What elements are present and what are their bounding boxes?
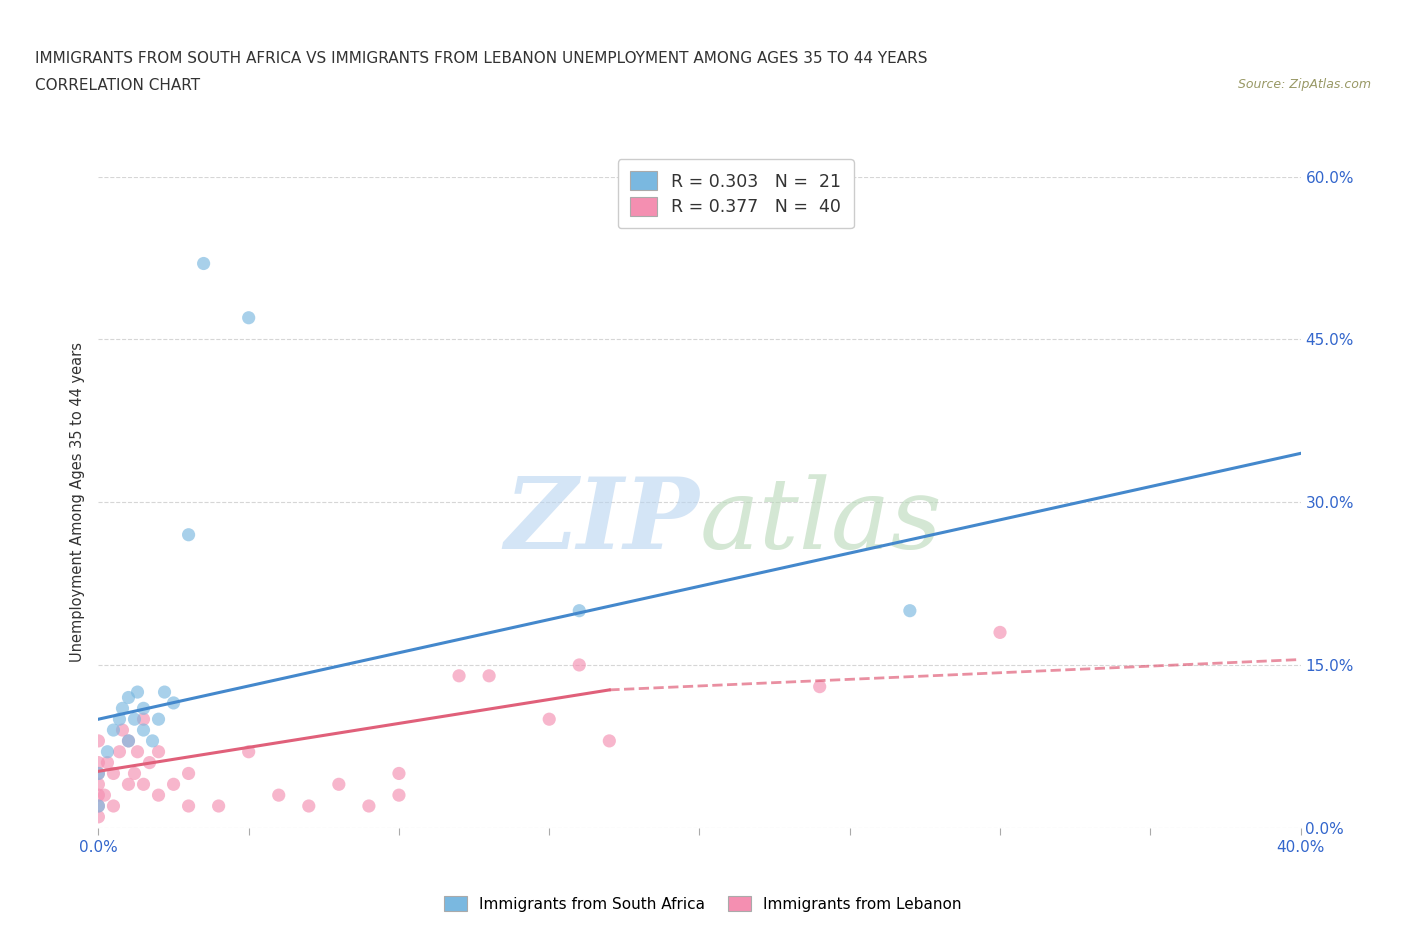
Text: IMMIGRANTS FROM SOUTH AFRICA VS IMMIGRANTS FROM LEBANON UNEMPLOYMENT AMONG AGES : IMMIGRANTS FROM SOUTH AFRICA VS IMMIGRAN…: [35, 51, 928, 66]
Point: [177, 527, 200, 542]
Point: [238, 311, 260, 325]
Point: [238, 744, 260, 759]
Point: [117, 734, 139, 749]
Point: [478, 669, 501, 684]
Point: [111, 701, 134, 716]
Point: [538, 711, 561, 726]
Point: [138, 755, 160, 770]
Point: [193, 256, 215, 271]
Point: [87, 777, 110, 791]
Point: [141, 734, 163, 749]
Point: [568, 658, 591, 672]
Point: [87, 809, 110, 824]
Point: [177, 766, 200, 781]
Point: [328, 777, 350, 791]
Point: [103, 723, 125, 737]
Point: [87, 766, 110, 781]
Point: [124, 711, 146, 726]
Point: [148, 711, 170, 726]
Point: [568, 604, 591, 618]
Point: [357, 799, 380, 814]
Point: [87, 755, 110, 770]
Point: [132, 777, 155, 791]
Point: [103, 799, 125, 814]
Point: [267, 788, 290, 803]
Point: [132, 723, 155, 737]
Point: [103, 766, 125, 781]
Point: [108, 711, 131, 726]
Y-axis label: Unemployment Among Ages 35 to 44 years: Unemployment Among Ages 35 to 44 years: [70, 342, 86, 662]
Point: [598, 734, 620, 749]
Text: atlas: atlas: [700, 474, 942, 569]
Point: [898, 604, 921, 618]
Point: [162, 777, 184, 791]
Point: [108, 744, 131, 759]
Point: [208, 799, 231, 814]
Point: [127, 684, 149, 699]
Text: Source: ZipAtlas.com: Source: ZipAtlas.com: [1237, 78, 1371, 91]
Point: [148, 788, 170, 803]
Point: [93, 788, 115, 803]
Point: [177, 799, 200, 814]
Point: [298, 799, 321, 814]
Point: [117, 777, 139, 791]
Point: [388, 788, 411, 803]
Point: [87, 788, 110, 803]
Legend: Immigrants from South Africa, Immigrants from Lebanon: Immigrants from South Africa, Immigrants…: [439, 889, 967, 918]
Point: [117, 690, 139, 705]
Point: [162, 696, 184, 711]
Point: [87, 799, 110, 814]
Point: [127, 744, 149, 759]
Point: [87, 766, 110, 781]
Text: ZIP: ZIP: [505, 473, 700, 570]
Point: [96, 755, 118, 770]
Point: [132, 701, 155, 716]
Point: [132, 711, 155, 726]
Point: [124, 766, 146, 781]
Point: [388, 766, 411, 781]
Point: [153, 684, 176, 699]
Point: [148, 744, 170, 759]
Point: [447, 669, 470, 684]
Point: [111, 723, 134, 737]
Point: [988, 625, 1011, 640]
Point: [808, 679, 831, 694]
Point: [87, 799, 110, 814]
Point: [117, 734, 139, 749]
Text: CORRELATION CHART: CORRELATION CHART: [35, 78, 200, 93]
Point: [87, 734, 110, 749]
Point: [96, 744, 118, 759]
Legend: R = 0.303   N =  21, R = 0.377   N =  40: R = 0.303 N = 21, R = 0.377 N = 40: [617, 159, 853, 228]
